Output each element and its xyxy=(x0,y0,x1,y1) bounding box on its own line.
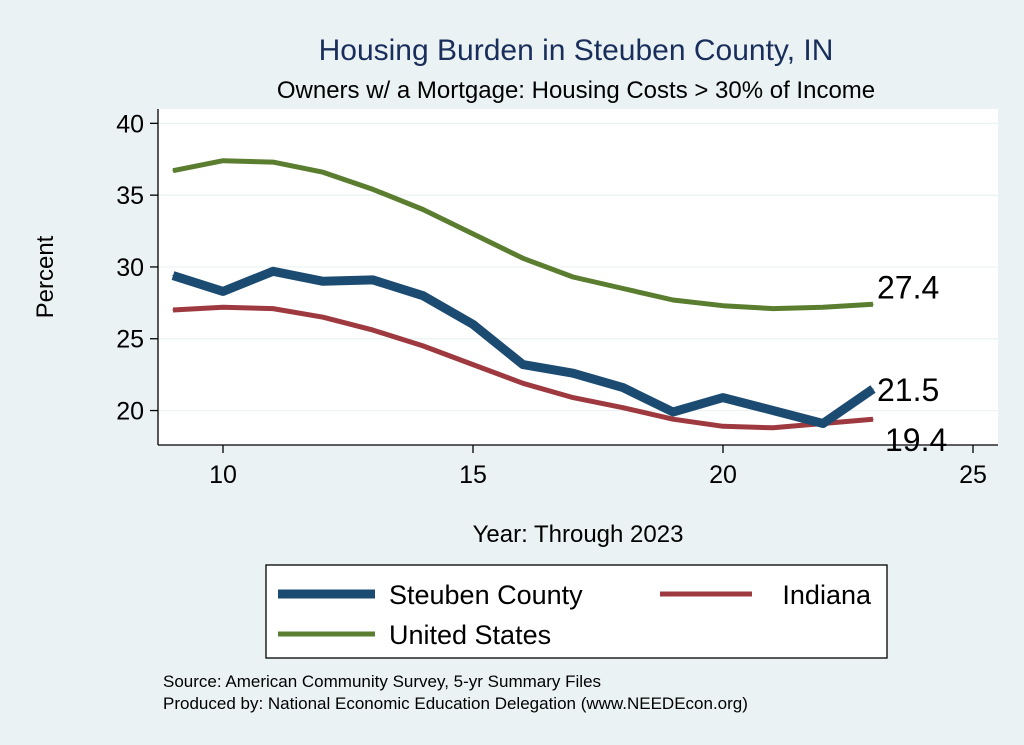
y-tick-label: 30 xyxy=(116,254,144,282)
series-layer xyxy=(171,158,876,431)
y-tick-label: 25 xyxy=(116,326,144,354)
data-point-united-states xyxy=(322,171,324,173)
end-label-steuben-county: 21.5 xyxy=(877,372,939,408)
data-point-indiana xyxy=(422,345,424,347)
data-point-steuben-county xyxy=(772,409,774,412)
data-point-united-states xyxy=(522,257,524,259)
data-point-steuben-county xyxy=(422,295,424,297)
data-point-indiana xyxy=(222,306,224,308)
data-point-united-states xyxy=(572,276,574,278)
data-point-united-states xyxy=(222,160,224,162)
grid-layer xyxy=(158,122,998,412)
data-point-united-states xyxy=(172,170,174,172)
data-point-united-states xyxy=(722,305,724,307)
data-point-united-states xyxy=(822,306,824,308)
legend-box xyxy=(265,564,888,659)
producer-note: Produced by: National Economic Education… xyxy=(163,694,748,713)
data-point-steuben-county xyxy=(722,397,724,399)
data-point-indiana xyxy=(872,418,874,420)
data-point-united-states xyxy=(622,287,624,290)
x-tick-label: 15 xyxy=(459,461,487,489)
x-tick-label: 25 xyxy=(959,461,987,489)
legend: Steuben County Indiana United States xyxy=(278,580,872,650)
data-point-steuben-county xyxy=(372,279,374,281)
y-tick-label: 35 xyxy=(116,182,144,210)
chart-title: Housing Burden in Steuben County, IN xyxy=(319,34,834,67)
data-point-steuben-county xyxy=(622,386,624,389)
data-point-steuben-county xyxy=(672,411,674,413)
data-point-indiana xyxy=(322,316,324,318)
data-point-indiana xyxy=(522,382,524,384)
chart-subtitle: Owners w/ a Mortgage: Housing Costs > 30… xyxy=(277,77,875,104)
y-tick-label: 40 xyxy=(116,110,144,138)
data-point-indiana xyxy=(772,427,774,429)
data-point-united-states xyxy=(472,233,474,235)
end-label-indiana: 19.4 xyxy=(885,422,947,458)
data-point-united-states xyxy=(772,307,774,310)
x-axis-label: Year: Through 2023 xyxy=(473,521,684,548)
data-point-united-states xyxy=(372,188,374,191)
data-point-indiana xyxy=(472,363,474,366)
data-point-indiana xyxy=(572,397,574,399)
data-point-united-states xyxy=(422,208,424,211)
legend-label-united-states: United States xyxy=(389,620,551,650)
x-tick-label: 10 xyxy=(209,461,237,489)
data-point-steuben-county xyxy=(872,388,874,390)
legend-label-indiana: Indiana xyxy=(782,580,872,610)
x-tick-label: 20 xyxy=(709,461,737,489)
y-axis-label: Percent xyxy=(32,235,59,318)
data-point-united-states xyxy=(672,299,674,301)
data-point-steuben-county xyxy=(172,274,174,277)
end-label-united-states: 27.4 xyxy=(877,269,939,305)
data-point-indiana xyxy=(372,329,374,331)
y-tick-label: 20 xyxy=(116,398,144,426)
data-point-steuben-county xyxy=(272,270,274,272)
data-point-indiana xyxy=(172,309,174,311)
source-note: Source: American Community Survey, 5-yr … xyxy=(163,672,601,691)
data-point-steuben-county xyxy=(572,372,574,374)
data-point-steuben-county xyxy=(822,422,824,425)
data-point-indiana xyxy=(272,307,274,310)
data-point-united-states xyxy=(272,161,274,163)
data-point-indiana xyxy=(672,418,674,420)
data-point-indiana xyxy=(622,407,624,409)
tick-layer: 20 25 30 35 40 10 15 20 25 xyxy=(116,110,987,489)
legend-label-steuben-county: Steuben County xyxy=(389,580,583,610)
data-point-united-states xyxy=(872,303,874,305)
data-point-steuben-county xyxy=(522,363,524,366)
end-label-layer: 21.5 19.4 27.4 xyxy=(877,269,947,458)
data-point-indiana xyxy=(722,425,724,427)
data-point-steuben-county xyxy=(472,323,474,325)
data-point-steuben-county xyxy=(322,280,324,282)
data-point-steuben-county xyxy=(222,290,224,292)
